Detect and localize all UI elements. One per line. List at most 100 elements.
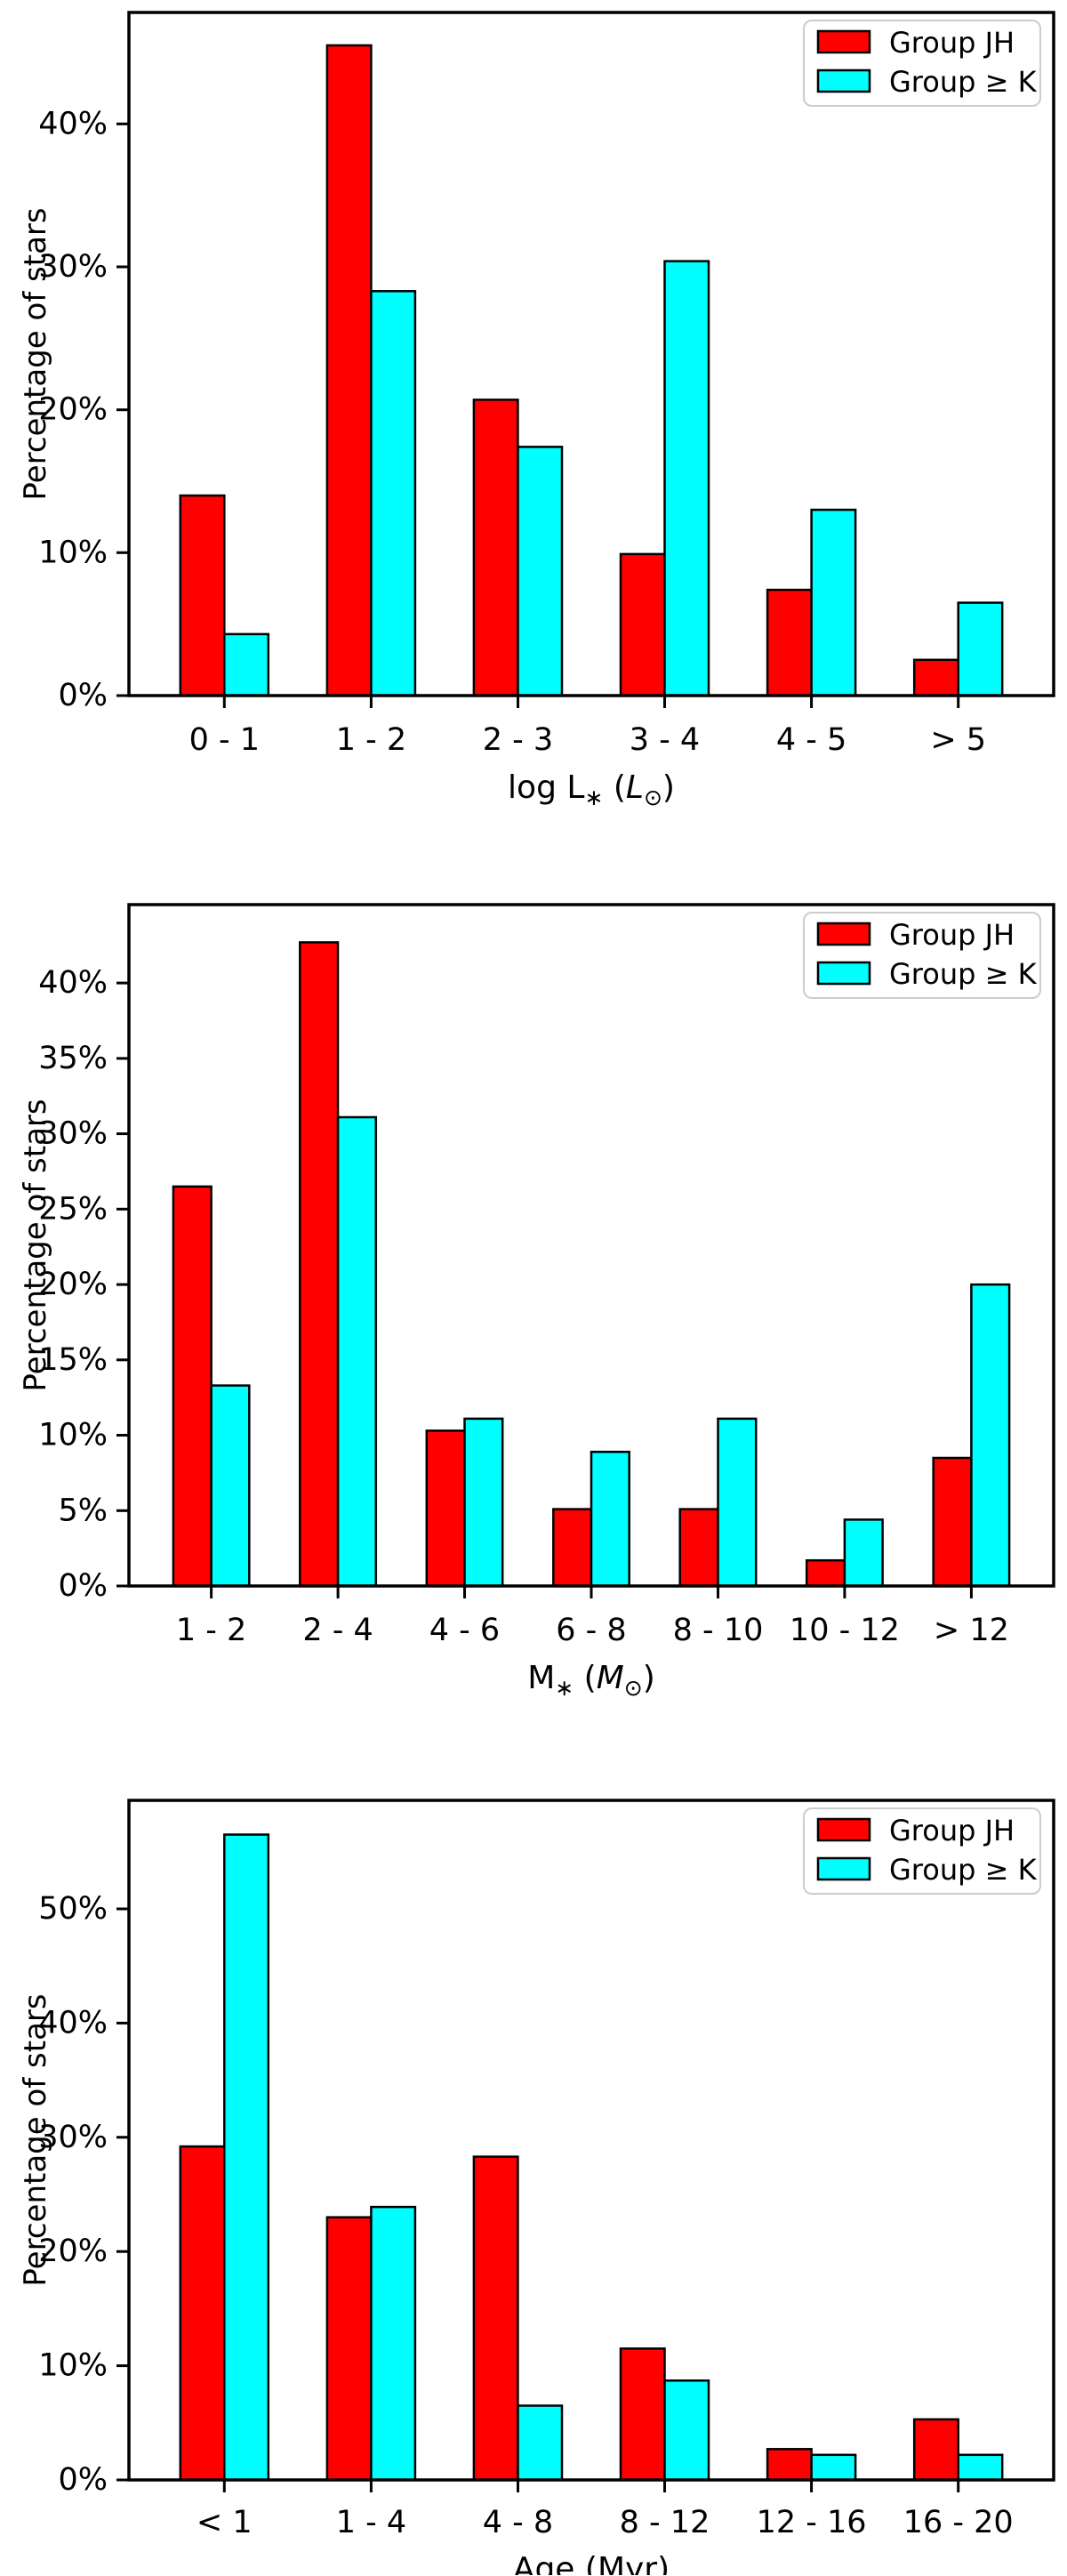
plot-frame xyxy=(127,1799,1055,2482)
bar-group-gek-5 xyxy=(957,2453,1004,2482)
x-tick-label: 4 - 5 xyxy=(776,722,846,758)
x-tick-label: 16 - 20 xyxy=(903,2505,1014,2540)
x-axis-label-segment: ⊙ xyxy=(644,785,662,810)
legend-swatch-group-jh xyxy=(816,922,871,946)
bar-group-gek-3 xyxy=(590,1450,630,1588)
x-tick-label: 2 - 3 xyxy=(483,722,553,758)
y-tick-label: 35% xyxy=(38,1041,108,1076)
x-axis-label-segment: ( xyxy=(574,1660,597,1696)
x-axis-label-segment: log L xyxy=(508,769,584,806)
bar-group-jh-2 xyxy=(425,1429,466,1588)
chart-age-histogram: 0% 10% 20% 30% 40% 50% < 1 1 - 4 4 - 8 8 - 12 12 -… xyxy=(0,1717,1067,2576)
bar-group-jh-5 xyxy=(912,2418,959,2482)
bar-group-jh-4 xyxy=(766,2448,813,2482)
x-axis-label-segment: ) xyxy=(662,769,675,806)
x-tick-label: 4 - 6 xyxy=(429,1613,500,1648)
legend-label-group-jh: Group JH xyxy=(889,918,1015,952)
x-axis-label: M∗ (M⊙) xyxy=(527,1660,655,1701)
y-tick-label: 10% xyxy=(38,1418,108,1453)
bar-group-gek-6 xyxy=(970,1283,1011,1588)
legend-label-group-jh: Group JH xyxy=(889,1814,1015,1847)
y-tick-label: 0% xyxy=(58,1568,108,1604)
bar-group-gek-5 xyxy=(957,601,1004,697)
x-axis-label: Age (Myr) xyxy=(513,2551,670,2576)
x-tick-label: 2 - 4 xyxy=(302,1613,373,1648)
bar-group-gek-5 xyxy=(843,1518,884,1588)
y-axis-label: Percentage of stars xyxy=(18,1993,53,2286)
bar-group-gek-0 xyxy=(223,1833,270,2482)
bar-group-jh-6 xyxy=(932,1456,973,1588)
y-tick-label: 30% xyxy=(38,1116,108,1152)
x-axis-label-segment: ( xyxy=(603,769,626,806)
bar-group-gek-2 xyxy=(463,1417,504,1588)
y-axis-label: Percentage of stars xyxy=(18,207,53,500)
x-axis-label-segment: ∗ xyxy=(584,785,603,810)
bar-group-gek-1 xyxy=(370,2205,417,2482)
y-tick-label: 50% xyxy=(38,1891,108,1927)
bar-group-jh-1 xyxy=(325,2216,373,2482)
bar-group-jh-3 xyxy=(619,552,666,697)
bar-group-jh-4 xyxy=(678,1508,719,1588)
x-tick-label: 6 - 8 xyxy=(556,1613,626,1648)
y-tick-label: 15% xyxy=(38,1342,108,1378)
legend-label-group-jh: Group JH xyxy=(889,26,1015,60)
y-tick-label: 0% xyxy=(58,678,108,713)
x-axis-label-segment: M xyxy=(597,1660,624,1696)
y-tick-label: 10% xyxy=(38,535,108,570)
bar-group-jh-4 xyxy=(766,588,813,697)
bar-group-jh-1 xyxy=(325,44,373,697)
x-tick-label: 0 - 1 xyxy=(189,722,260,758)
bar-group-jh-2 xyxy=(472,398,519,697)
bar-group-jh-2 xyxy=(472,2155,519,2482)
legend-swatch-group-gek xyxy=(816,68,871,93)
bar-group-gek-4 xyxy=(717,1417,758,1588)
y-tick-label: 30% xyxy=(38,2120,108,2155)
x-tick-label: 8 - 12 xyxy=(620,2505,710,2540)
bar-group-jh-0 xyxy=(179,2145,226,2482)
bar-group-gek-0 xyxy=(210,1384,251,1588)
bar-group-jh-5 xyxy=(805,1558,846,1588)
x-tick-label: 10 - 12 xyxy=(790,1613,900,1648)
y-tick-label: 5% xyxy=(58,1493,108,1528)
y-tick-label: 20% xyxy=(38,392,108,428)
legend-swatch-group-jh xyxy=(816,1817,871,1842)
legend-swatch-group-gek xyxy=(816,1856,871,1881)
legend-swatch-group-gek xyxy=(816,961,871,986)
bar-group-jh-3 xyxy=(552,1508,593,1588)
legend-label-group-gek: Group ≥ K xyxy=(889,65,1038,99)
x-tick-label: > 5 xyxy=(930,722,986,758)
y-tick-label: 40% xyxy=(38,965,108,1001)
chart-mass-histogram: 0% 5% 10% 15% 20% 25% 30% 35% 40% 1 - 2 2 - 4 4 - 6… xyxy=(0,858,1067,1717)
x-tick-label: 1 - 2 xyxy=(176,1613,246,1648)
bar-group-gek-4 xyxy=(810,2453,857,2482)
legend-label-group-gek: Group ≥ K xyxy=(889,957,1038,991)
bar-group-gek-1 xyxy=(370,290,417,697)
x-axis-label-segment: ∗ xyxy=(555,1675,574,1701)
chart-age-svg: 0% 10% 20% 30% 40% 50% < 1 1 - 4 4 - 8 8 - 12 12 -… xyxy=(18,1799,1055,2576)
x-tick-label: 1 - 2 xyxy=(336,722,406,758)
y-tick-label: 10% xyxy=(38,2348,108,2384)
chart-mass-svg: 0% 5% 10% 15% 20% 25% 30% 35% 40% 1 - 2 2 - 4 4 - 6… xyxy=(18,903,1055,1701)
bar-group-jh-1 xyxy=(299,941,340,1588)
bar-group-jh-0 xyxy=(172,1185,213,1588)
x-tick-label: 4 - 8 xyxy=(483,2505,553,2540)
legend-label-group-gek: Group ≥ K xyxy=(889,1853,1038,1887)
chart-luminosity-svg: 0% 10% 20% 30% 40% 0 - 1 1 - 2 2 - 3 3 - 4 4 - 5 >… xyxy=(18,11,1055,810)
y-tick-label: 20% xyxy=(38,2234,108,2269)
y-tick-label: 20% xyxy=(38,1267,108,1302)
x-tick-label: > 12 xyxy=(934,1613,1009,1648)
x-axis-label-segment: L xyxy=(626,769,644,806)
y-tick-label: 30% xyxy=(38,249,108,285)
bar-group-gek-3 xyxy=(663,260,710,697)
x-tick-label: 8 - 10 xyxy=(673,1613,764,1648)
bar-group-gek-3 xyxy=(663,2379,710,2482)
bar-group-gek-2 xyxy=(517,2404,564,2482)
legend-swatch-group-jh xyxy=(816,29,871,54)
y-axis-label: Percentage of stars xyxy=(18,1099,53,1391)
x-axis-label: log L∗ (L⊙) xyxy=(508,769,675,810)
y-tick-label: 40% xyxy=(38,2005,108,2041)
plot-frame xyxy=(127,11,1055,697)
x-axis-label-segment: M xyxy=(527,1660,555,1696)
x-axis-label-segment: ) xyxy=(643,1660,655,1696)
